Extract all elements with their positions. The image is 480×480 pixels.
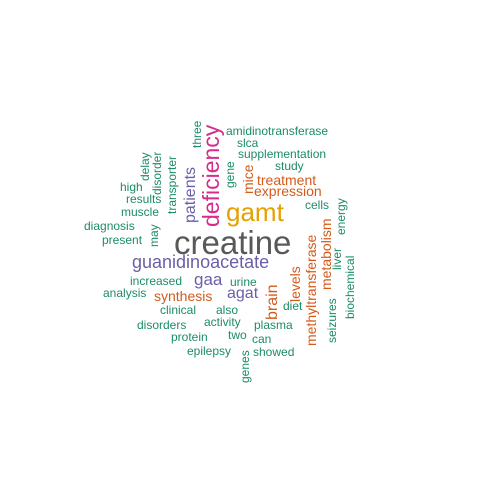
word-two: two — [228, 328, 247, 342]
word-amidinotransferase: amidinotransferase — [226, 124, 329, 138]
word-cells: cells — [305, 198, 330, 212]
word-biochemical: biochemical — [343, 255, 357, 319]
word-epilepsy: epilepsy — [187, 344, 232, 358]
word-patients: patients — [182, 166, 199, 223]
word-gaa: gaa — [194, 270, 223, 289]
word-supplementation: supplementation — [238, 147, 327, 161]
word-disorders: disorders — [137, 318, 187, 332]
word-protein: protein — [171, 330, 208, 344]
word-treatment: treatment — [257, 172, 317, 188]
word-may: may — [147, 224, 161, 247]
word-gene: gene — [223, 161, 237, 188]
word-expression: expression — [254, 183, 322, 199]
word-genes: genes — [238, 350, 252, 383]
word-activity: activity — [204, 315, 241, 329]
word-present: present — [102, 233, 143, 247]
word-urine: urine — [230, 275, 257, 289]
word-muscle: muscle — [121, 205, 160, 219]
word-agat: agat — [227, 285, 259, 302]
word-clinical: clinical — [160, 303, 197, 317]
word-mice: mice — [240, 164, 256, 194]
word-diagnosis: diagnosis — [84, 219, 135, 233]
word-gamt: gamt — [226, 197, 284, 227]
word-brain: brain — [264, 284, 281, 320]
word-increased: increased — [130, 274, 183, 288]
word-study: study — [275, 159, 304, 173]
word-can: can — [252, 332, 272, 346]
word-seizures: seizures — [325, 298, 339, 343]
word-diet: diet — [283, 299, 303, 313]
word-liver: liver — [330, 247, 344, 270]
word-levels: levels — [287, 266, 303, 302]
word-high: high — [120, 180, 143, 194]
word-also: also — [216, 303, 239, 317]
word-methyltransferase: methyltransferase — [303, 234, 319, 346]
word-plasma: plasma — [254, 318, 293, 332]
word-results: results — [126, 192, 162, 206]
word-synthesis: synthesis — [154, 288, 213, 304]
word-guanidinoacetate: guanidinoacetate — [132, 252, 270, 272]
word-three: three — [190, 120, 204, 148]
word-energy: energy — [334, 198, 348, 235]
word-creatine: creatine — [174, 224, 292, 261]
word-slca: slca — [237, 136, 259, 150]
word-analysis: analysis — [103, 286, 147, 300]
word-transporter: transporter — [165, 155, 179, 214]
word-showed: showed — [253, 345, 295, 359]
word-disorder: disorder — [150, 151, 164, 195]
